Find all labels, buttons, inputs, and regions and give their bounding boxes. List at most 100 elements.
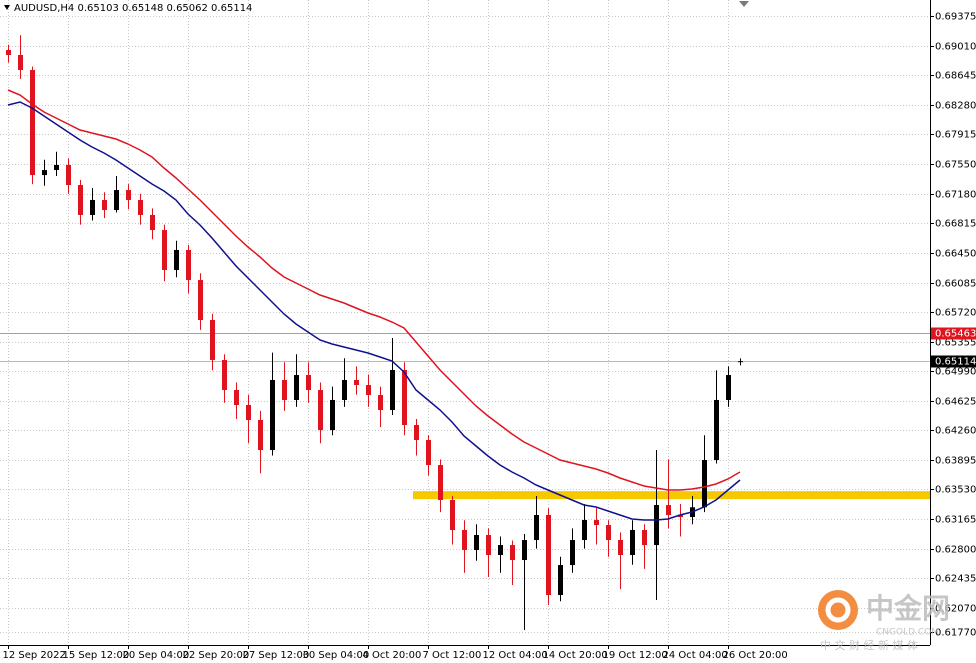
candle-body bbox=[18, 54, 23, 70]
plot-marks bbox=[0, 35, 930, 631]
candle-body bbox=[138, 199, 143, 215]
x-tick-label: 26 Oct 20:00 bbox=[723, 650, 788, 661]
candle-body bbox=[558, 565, 563, 596]
y-tick-label: 0.65355 bbox=[935, 338, 976, 349]
y-tick-label: 0.69010 bbox=[935, 42, 976, 53]
candle-body bbox=[126, 190, 131, 200]
candle-body bbox=[42, 170, 47, 176]
candle-body bbox=[258, 419, 263, 451]
y-tick-label: 0.64625 bbox=[935, 397, 976, 408]
candle-body bbox=[402, 370, 407, 426]
x-tick-label: 20 Sep 04:00 bbox=[123, 650, 190, 661]
candle-body bbox=[54, 164, 59, 171]
candle-body bbox=[666, 505, 671, 515]
candle-body bbox=[198, 280, 203, 321]
candle-body bbox=[534, 514, 539, 541]
candle-body bbox=[426, 439, 431, 466]
y-tick-label: 0.68645 bbox=[935, 71, 976, 82]
candle-body bbox=[330, 399, 335, 431]
y-tick-label: 0.66815 bbox=[935, 219, 976, 230]
candle-body bbox=[294, 375, 299, 400]
x-tick-label: 7 Oct 12:00 bbox=[423, 650, 482, 661]
moving-average bbox=[7, 101, 741, 521]
axes: 0.69375 0.69010 0.68645 0.68280 0.67915 0.675… bbox=[3, 12, 976, 661]
candle-body bbox=[102, 199, 107, 211]
y-tick-label: 0.67180 bbox=[935, 190, 976, 201]
support-zone bbox=[413, 491, 930, 500]
grid bbox=[0, 0, 930, 645]
x-tick-label: 14 Oct 20:00 bbox=[543, 650, 608, 661]
candle-body bbox=[438, 465, 443, 501]
price-label: 0.65463 bbox=[935, 329, 976, 340]
logo-circle bbox=[818, 590, 858, 630]
candle-body bbox=[234, 390, 239, 405]
candle-body bbox=[714, 399, 719, 460]
candle-body bbox=[354, 379, 359, 385]
candle-body bbox=[738, 361, 743, 363]
x-tick-label: 12 Sep 2022 bbox=[3, 650, 66, 661]
watermark-slogan: 中 文 财 经 新 媒 体 bbox=[820, 638, 918, 652]
candle-body bbox=[582, 520, 587, 541]
candle-body bbox=[606, 525, 611, 541]
y-tick-label: 0.66085 bbox=[935, 279, 976, 290]
candle-body bbox=[702, 459, 707, 508]
price-label-box bbox=[931, 355, 976, 368]
y-tick-label: 0.63165 bbox=[935, 515, 976, 526]
candle-body bbox=[30, 69, 35, 176]
y-tick-label: 0.64990 bbox=[935, 367, 976, 378]
candle-body bbox=[450, 500, 455, 530]
candle-body bbox=[726, 375, 731, 400]
candle-body bbox=[498, 545, 503, 556]
y-tick-label: 0.62800 bbox=[935, 545, 976, 556]
price-label: 0.65114 bbox=[935, 357, 976, 368]
candle-body bbox=[462, 529, 467, 550]
candle-body bbox=[342, 379, 347, 400]
watermark-brand: 中金网 bbox=[866, 592, 950, 625]
candle-body bbox=[630, 529, 635, 556]
candle-body bbox=[114, 190, 119, 211]
x-tick-label: 15 Sep 12:00 bbox=[63, 650, 130, 661]
x-tick-label: 30 Sep 04:00 bbox=[303, 650, 370, 661]
x-tick-label: 12 Oct 04:00 bbox=[483, 650, 548, 661]
candle-body bbox=[318, 390, 323, 431]
y-tick-label: 0.66450 bbox=[935, 249, 976, 260]
price-label-box bbox=[931, 327, 976, 340]
chart-title: AUDUSD,H4 0.65103 0.65148 0.65062 0.6511… bbox=[14, 3, 252, 14]
candle-body bbox=[66, 164, 71, 186]
title-arrow bbox=[4, 5, 10, 10]
y-tick-label: 0.67915 bbox=[935, 130, 976, 141]
candle-body bbox=[162, 230, 167, 270]
y-tick-label: 0.67550 bbox=[935, 160, 976, 171]
candle-body bbox=[474, 535, 479, 550]
y-tick-label: 0.64260 bbox=[935, 426, 976, 437]
candle-body bbox=[90, 199, 95, 215]
candle-body bbox=[486, 535, 491, 556]
moving-average bbox=[7, 89, 741, 491]
candle-body bbox=[282, 379, 287, 400]
x-tick-label: 22 Sep 20:00 bbox=[183, 650, 250, 661]
candle-body bbox=[390, 370, 395, 411]
candle-body bbox=[678, 514, 683, 518]
x-tick-label: 24 Oct 04:00 bbox=[663, 650, 728, 661]
candle-body bbox=[618, 540, 623, 556]
y-tick-label: 0.69375 bbox=[935, 12, 976, 23]
y-tick-label: 0.62435 bbox=[935, 574, 976, 585]
candle-body bbox=[210, 320, 215, 360]
candle-body bbox=[186, 249, 191, 281]
candle-body bbox=[270, 379, 275, 451]
x-tick-label: 4 Oct 20:00 bbox=[363, 650, 422, 661]
candle-body bbox=[366, 384, 371, 396]
candle-body bbox=[78, 185, 83, 215]
y-tick-label: 0.63530 bbox=[935, 485, 976, 496]
y-tick-label: 0.62070 bbox=[935, 604, 976, 615]
y-tick-label: 0.63895 bbox=[935, 456, 976, 467]
candle-body bbox=[150, 214, 155, 231]
candle-body bbox=[546, 514, 551, 596]
candle-body bbox=[222, 359, 227, 391]
shift-marker bbox=[739, 1, 749, 7]
candle-body bbox=[6, 49, 11, 55]
watermark-site: CNGOLD.COM bbox=[876, 628, 939, 638]
y-tick-label: 0.61770 bbox=[935, 628, 976, 639]
logo-ring bbox=[825, 597, 851, 623]
